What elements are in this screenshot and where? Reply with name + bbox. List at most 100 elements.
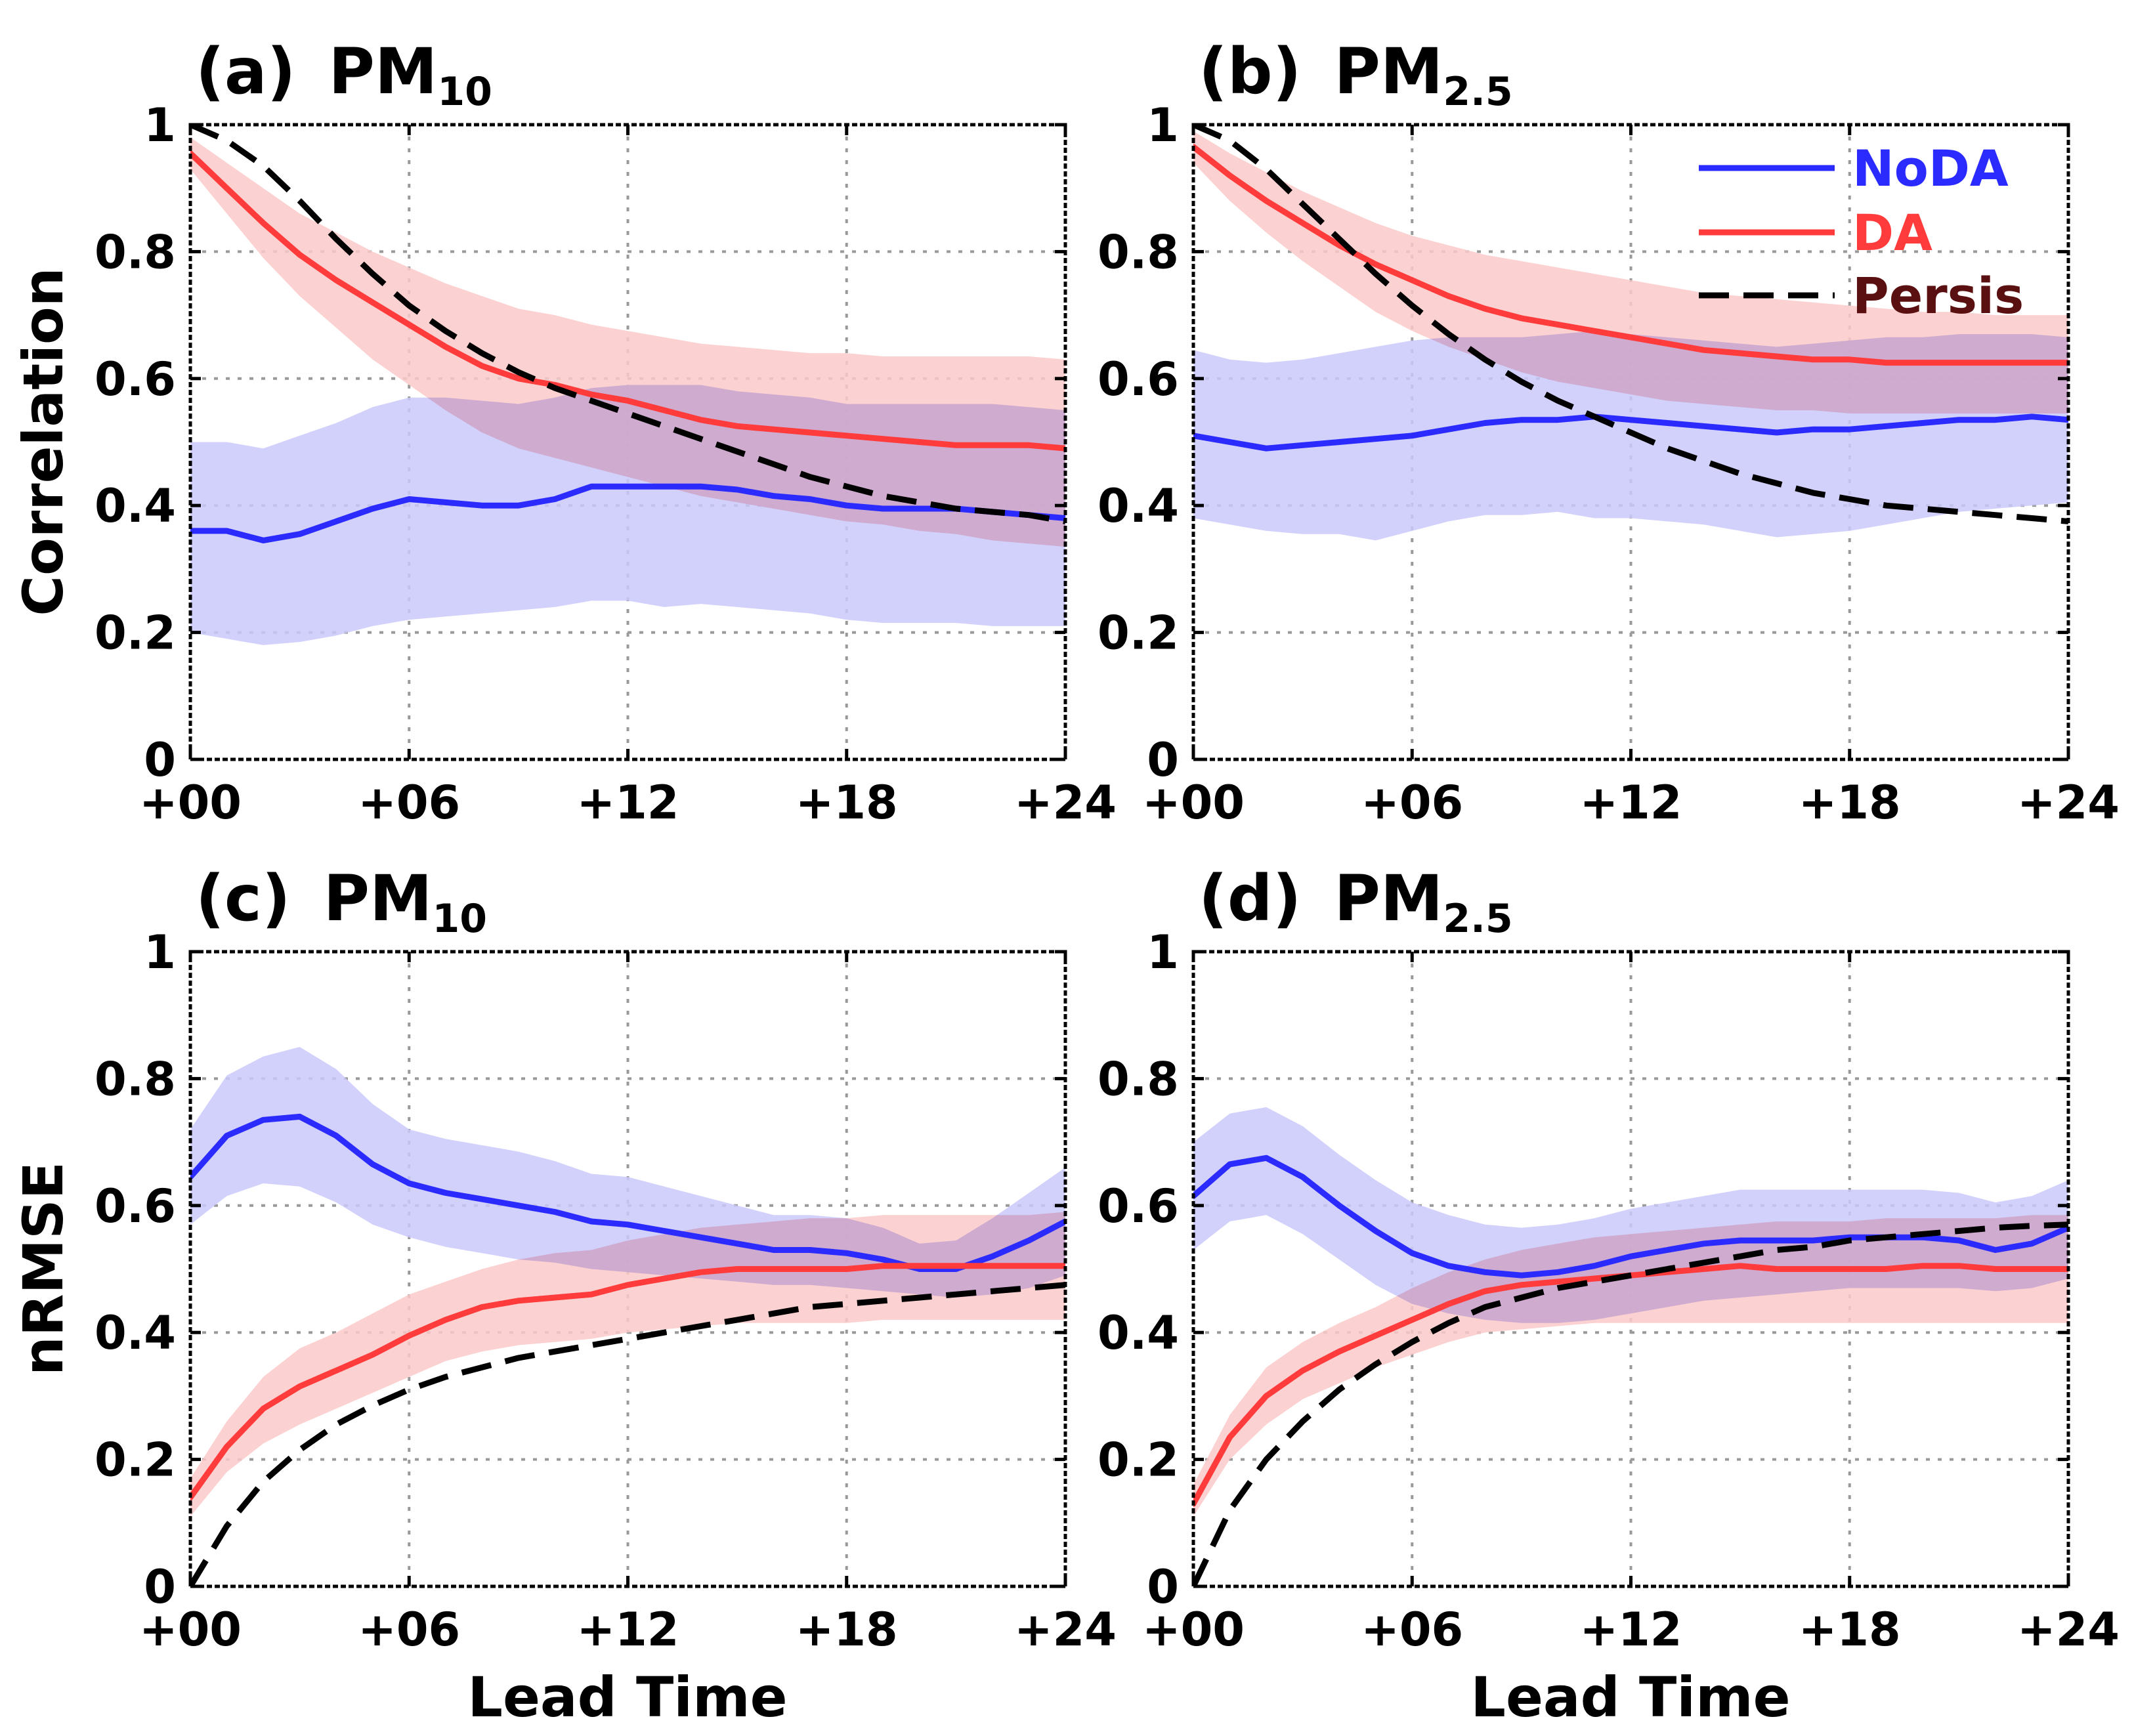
panel-label: (c) (196, 862, 291, 935)
x-tick-label: +12 (576, 1603, 679, 1657)
panel-pollutant: PM (324, 862, 433, 935)
panel-label: (b) (1199, 35, 1301, 108)
x-tick-label: +18 (796, 1603, 898, 1657)
grid-d (1193, 952, 2068, 1586)
line-noda-c (190, 1113, 1065, 1272)
legend: NoDA DA Persis (1699, 139, 2024, 325)
y-tick-label: 1 (144, 925, 176, 979)
panel-c: 0 0.2 0.4 0.6 0.8 1 +00 +06 +12 +18 +24 (c) PM10 (95, 862, 1117, 1657)
y-tick-label: 0.6 (95, 1179, 176, 1233)
panel-label: (a) (196, 35, 296, 108)
y-tick-label: 0.6 (1098, 1179, 1179, 1233)
x-tick-label: +06 (358, 1603, 460, 1657)
x-tick-label: +06 (1361, 776, 1463, 830)
x-tick-label: +24 (1014, 776, 1117, 830)
y-tick-label: 0 (144, 733, 176, 787)
lines-d (1193, 1154, 2068, 1586)
legend-label-persis: Persis (1852, 266, 2024, 325)
band-da-b (1193, 131, 2068, 413)
x-axis-label-c: Lead Time (467, 1665, 787, 1729)
line-noda-a (190, 483, 1065, 543)
band-da-d (1193, 1215, 2068, 1517)
panel-d: 0 0.2 0.4 0.6 0.8 1 +00 +06 +12 +18 +24 (d) PM2.5 (1098, 862, 2120, 1657)
x-tick-label: +06 (1361, 1603, 1463, 1657)
band-da-c (190, 1212, 1065, 1517)
x-tick-label: +12 (1579, 1603, 1682, 1657)
y-tick-label: 0.8 (95, 225, 176, 279)
line-noda-d (1193, 1154, 2068, 1279)
line-persis-b (1193, 125, 2068, 524)
y-tick-label: 0.8 (1098, 1052, 1179, 1106)
legend-label-da: DA (1852, 203, 1932, 262)
lines-b (1193, 125, 2068, 524)
panel-pollutant-subscript: 10 (437, 69, 492, 115)
x-tick-label: +00 (1142, 1603, 1245, 1657)
line-da-b (1193, 144, 2068, 366)
y-tick-label: 0 (1147, 733, 1179, 787)
y-axis-label-nrmse: nRMSE (11, 1162, 75, 1376)
y-tick-label: 1 (1147, 98, 1179, 152)
x-tick-label: +18 (1799, 1603, 1901, 1657)
x-axis-label-d: Lead Time (1470, 1665, 1790, 1729)
ticks-a: 0 0.2 0.4 0.6 0.8 1 +00 +06 +12 +18 +24 (95, 98, 1117, 830)
panel-title-a: (a) PM10 (196, 35, 492, 115)
panel-pollutant: PM (1334, 862, 1443, 935)
panel-title-c: (c) PM10 (196, 862, 487, 942)
line-persis-a (190, 125, 1065, 524)
y-tick-label: 0.2 (1098, 606, 1179, 660)
y-tick-label: 1 (144, 98, 176, 152)
y-tick-label: 0.4 (95, 1306, 176, 1360)
panel-pollutant: PM (329, 35, 438, 108)
panel-pollutant-subscript: 2.5 (1443, 69, 1512, 115)
y-tick-label: 0.4 (1098, 1306, 1179, 1360)
bands-c (190, 1047, 1065, 1517)
y-tick-label: 0 (1147, 1560, 1179, 1614)
bands-a (190, 137, 1065, 645)
panel-title-b: (b) PM2.5 (1199, 35, 1513, 115)
x-tick-label: +24 (2017, 1603, 2120, 1657)
line-da-c (190, 1263, 1065, 1501)
y-tick-label: 1 (1147, 925, 1179, 979)
lines-a (190, 125, 1065, 543)
panel-title-d: (d) PM2.5 (1199, 862, 1513, 942)
y-tick-label: 0.8 (95, 1052, 176, 1106)
y-tick-label: 0.2 (95, 1433, 176, 1487)
panel-a: 0 0.2 0.4 0.6 0.8 1 +00 +06 +12 +18 +24 (a) PM10 (95, 35, 1117, 830)
y-tick-label: 0.2 (95, 606, 176, 660)
y-tick-label: 0.4 (1098, 479, 1179, 533)
line-persis-d (1193, 1221, 2068, 1586)
x-tick-label: +00 (139, 776, 242, 830)
line-noda-b (1193, 413, 2068, 452)
y-tick-label: 0.6 (1098, 352, 1179, 406)
x-tick-label: +12 (1579, 776, 1682, 830)
line-persis-c (190, 1282, 1065, 1586)
y-tick-label: 0 (144, 1560, 176, 1614)
y-axis-label-correlation: Correlation (11, 267, 75, 616)
line-da-a (190, 150, 1065, 452)
ticks-c: 0 0.2 0.4 0.6 0.8 1 +00 +06 +12 +18 +24 (95, 925, 1117, 1657)
panel-pollutant-subscript: 2.5 (1443, 896, 1512, 942)
legend-label-noda: NoDA (1852, 139, 2009, 198)
x-tick-label: +24 (1014, 1603, 1117, 1657)
panel-pollutant-subscript: 10 (433, 896, 488, 942)
y-tick-label: 0.2 (1098, 1433, 1179, 1487)
x-tick-label: +00 (139, 1603, 242, 1657)
ticks-d: 0 0.2 0.4 0.6 0.8 1 +00 +06 +12 +18 +24 (1098, 925, 2120, 1657)
x-tick-label: +18 (796, 776, 898, 830)
x-tick-label: +24 (2017, 776, 2120, 830)
bands-d (1193, 1107, 2068, 1517)
y-tick-label: 0.8 (1098, 225, 1179, 279)
panel-b: 0 0.2 0.4 0.6 0.8 1 +00 +06 +12 +18 +24 (b) PM2.5 (1098, 35, 2120, 830)
x-tick-label: +00 (1142, 776, 1245, 830)
lines-c (190, 1113, 1065, 1586)
x-tick-label: +18 (1799, 776, 1901, 830)
y-tick-label: 0.4 (95, 479, 176, 533)
x-tick-label: +06 (358, 776, 460, 830)
panel-pollutant: PM (1334, 35, 1443, 108)
x-tick-label: +12 (576, 776, 679, 830)
panel-label: (d) (1199, 862, 1301, 935)
y-tick-label: 0.6 (95, 352, 176, 406)
band-da-a (190, 137, 1065, 547)
ticks-b: 0 0.2 0.4 0.6 0.8 1 +00 +06 +12 +18 +24 (1098, 98, 2120, 830)
